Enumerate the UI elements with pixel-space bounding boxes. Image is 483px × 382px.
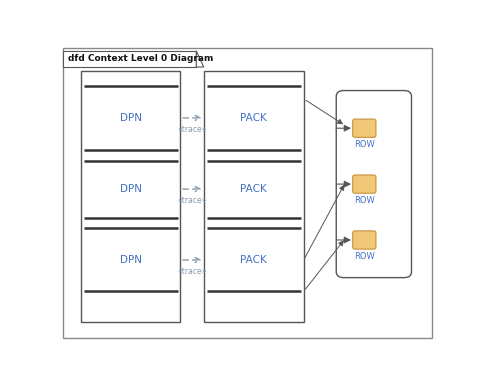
FancyBboxPatch shape bbox=[336, 91, 412, 278]
Text: DPN: DPN bbox=[120, 184, 142, 194]
FancyBboxPatch shape bbox=[204, 71, 304, 322]
Text: «trace»: «trace» bbox=[177, 196, 207, 206]
Text: DPN: DPN bbox=[120, 113, 142, 123]
FancyBboxPatch shape bbox=[63, 51, 196, 67]
Text: DPN: DPN bbox=[120, 255, 142, 265]
Text: dfd Context Level 0 Diagram: dfd Context Level 0 Diagram bbox=[68, 54, 213, 63]
FancyBboxPatch shape bbox=[353, 119, 376, 137]
FancyBboxPatch shape bbox=[81, 71, 180, 322]
Polygon shape bbox=[196, 51, 204, 67]
Text: PACK: PACK bbox=[240, 113, 267, 123]
Text: ROW: ROW bbox=[354, 252, 375, 261]
FancyBboxPatch shape bbox=[63, 48, 432, 338]
FancyBboxPatch shape bbox=[353, 231, 376, 249]
Text: PACK: PACK bbox=[240, 255, 267, 265]
Text: «trace»: «trace» bbox=[177, 125, 207, 134]
Text: PACK: PACK bbox=[240, 184, 267, 194]
Text: ROW: ROW bbox=[354, 140, 375, 149]
Text: «trace»: «trace» bbox=[177, 267, 207, 276]
FancyBboxPatch shape bbox=[353, 175, 376, 193]
Text: ROW: ROW bbox=[354, 196, 375, 205]
